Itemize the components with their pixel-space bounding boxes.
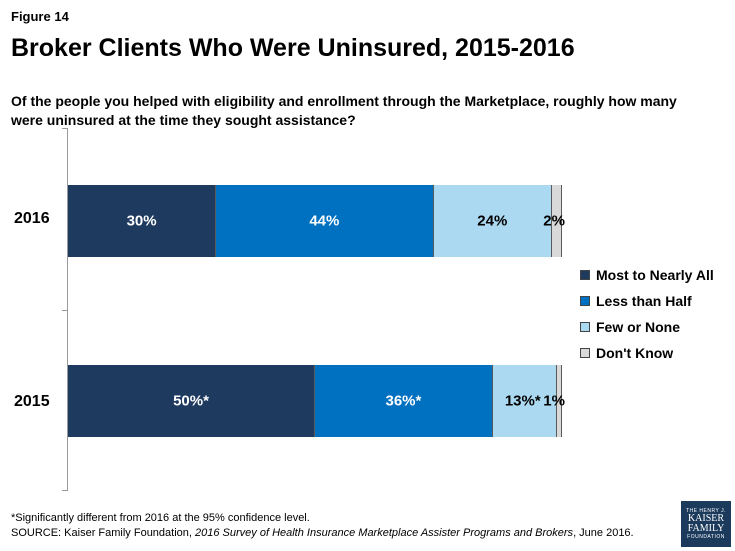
legend-swatch [580,322,590,332]
footnote: *Significantly different from 2016 at th… [11,511,634,541]
data-label: 2% [543,212,565,230]
legend-item-few: Few or None [580,314,714,340]
bar-segment-2015-1: 36%* [315,365,493,437]
legend-label: Don't Know [596,345,674,361]
legend-item-most: Most to Nearly All [580,262,714,288]
bar-2016: 30% 44% 24% 2% [68,185,565,257]
logo-line2: KAISER [687,513,725,524]
data-label: 44% [309,212,340,230]
significance-note: *Significantly different from 2016 at th… [11,512,310,524]
logo-line3: FAMILY [687,523,725,534]
legend-item-less: Less than Half [580,288,714,314]
bar-segment-2015-2: 13%* [492,365,558,437]
axis-tick-bottom [62,490,68,491]
data-label: 36%* [385,392,422,410]
logo-line1: THE HENRY J. [686,508,726,514]
bar-segment-2015-0: 50%* [68,365,315,437]
data-label: 24% [477,212,508,230]
source-note: SOURCE: Kaiser Family Foundation, 2016 S… [11,526,634,541]
category-label-2016: 2016 [14,210,50,227]
legend-swatch [580,348,590,358]
legend-swatch [580,270,590,280]
bar-segment-2016-1: 44% [216,185,434,257]
data-label: 30% [126,212,157,230]
chart-title: Broker Clients Who Were Uninsured, 2015-… [11,34,575,62]
data-label: 1% [543,392,565,410]
legend-label: Few or None [596,319,681,335]
legend: Most to Nearly All Less than Half Few or… [580,262,714,366]
category-axis [67,128,68,491]
kff-logo: THE HENRY J. KAISER FAMILY FOUNDATION [681,501,731,547]
axis-tick-top [62,128,68,129]
bar-segment-2016-2: 24% [433,185,553,257]
data-label: 50%* [173,392,209,410]
data-label: 13%* [504,392,541,410]
category-label-2015: 2015 [14,393,50,410]
logo-line4: FOUNDATION [687,534,725,540]
legend-swatch [580,296,590,306]
figure-label: Figure 14 [11,9,69,24]
source-prefix: SOURCE: Kaiser Family Foundation, [11,527,196,539]
legend-label: Most to Nearly All [596,267,714,283]
source-suffix: , June 2016. [573,527,634,539]
axis-tick-middle [62,310,68,311]
bar-segment-2016-0: 30% [68,185,217,257]
bar-segment-2015-3: 1% [543,365,565,437]
bar-2015: 50%* 36%* 13%* 1% [68,365,565,437]
bar-segment-2016-3: 2% [543,185,565,257]
survey-question: Of the people you helped with eligibilit… [11,93,677,128]
source-title: 2016 Survey of Health Insurance Marketpl… [195,527,574,539]
legend-label: Less than Half [596,293,692,309]
legend-item-dont-know: Don't Know [580,340,714,366]
